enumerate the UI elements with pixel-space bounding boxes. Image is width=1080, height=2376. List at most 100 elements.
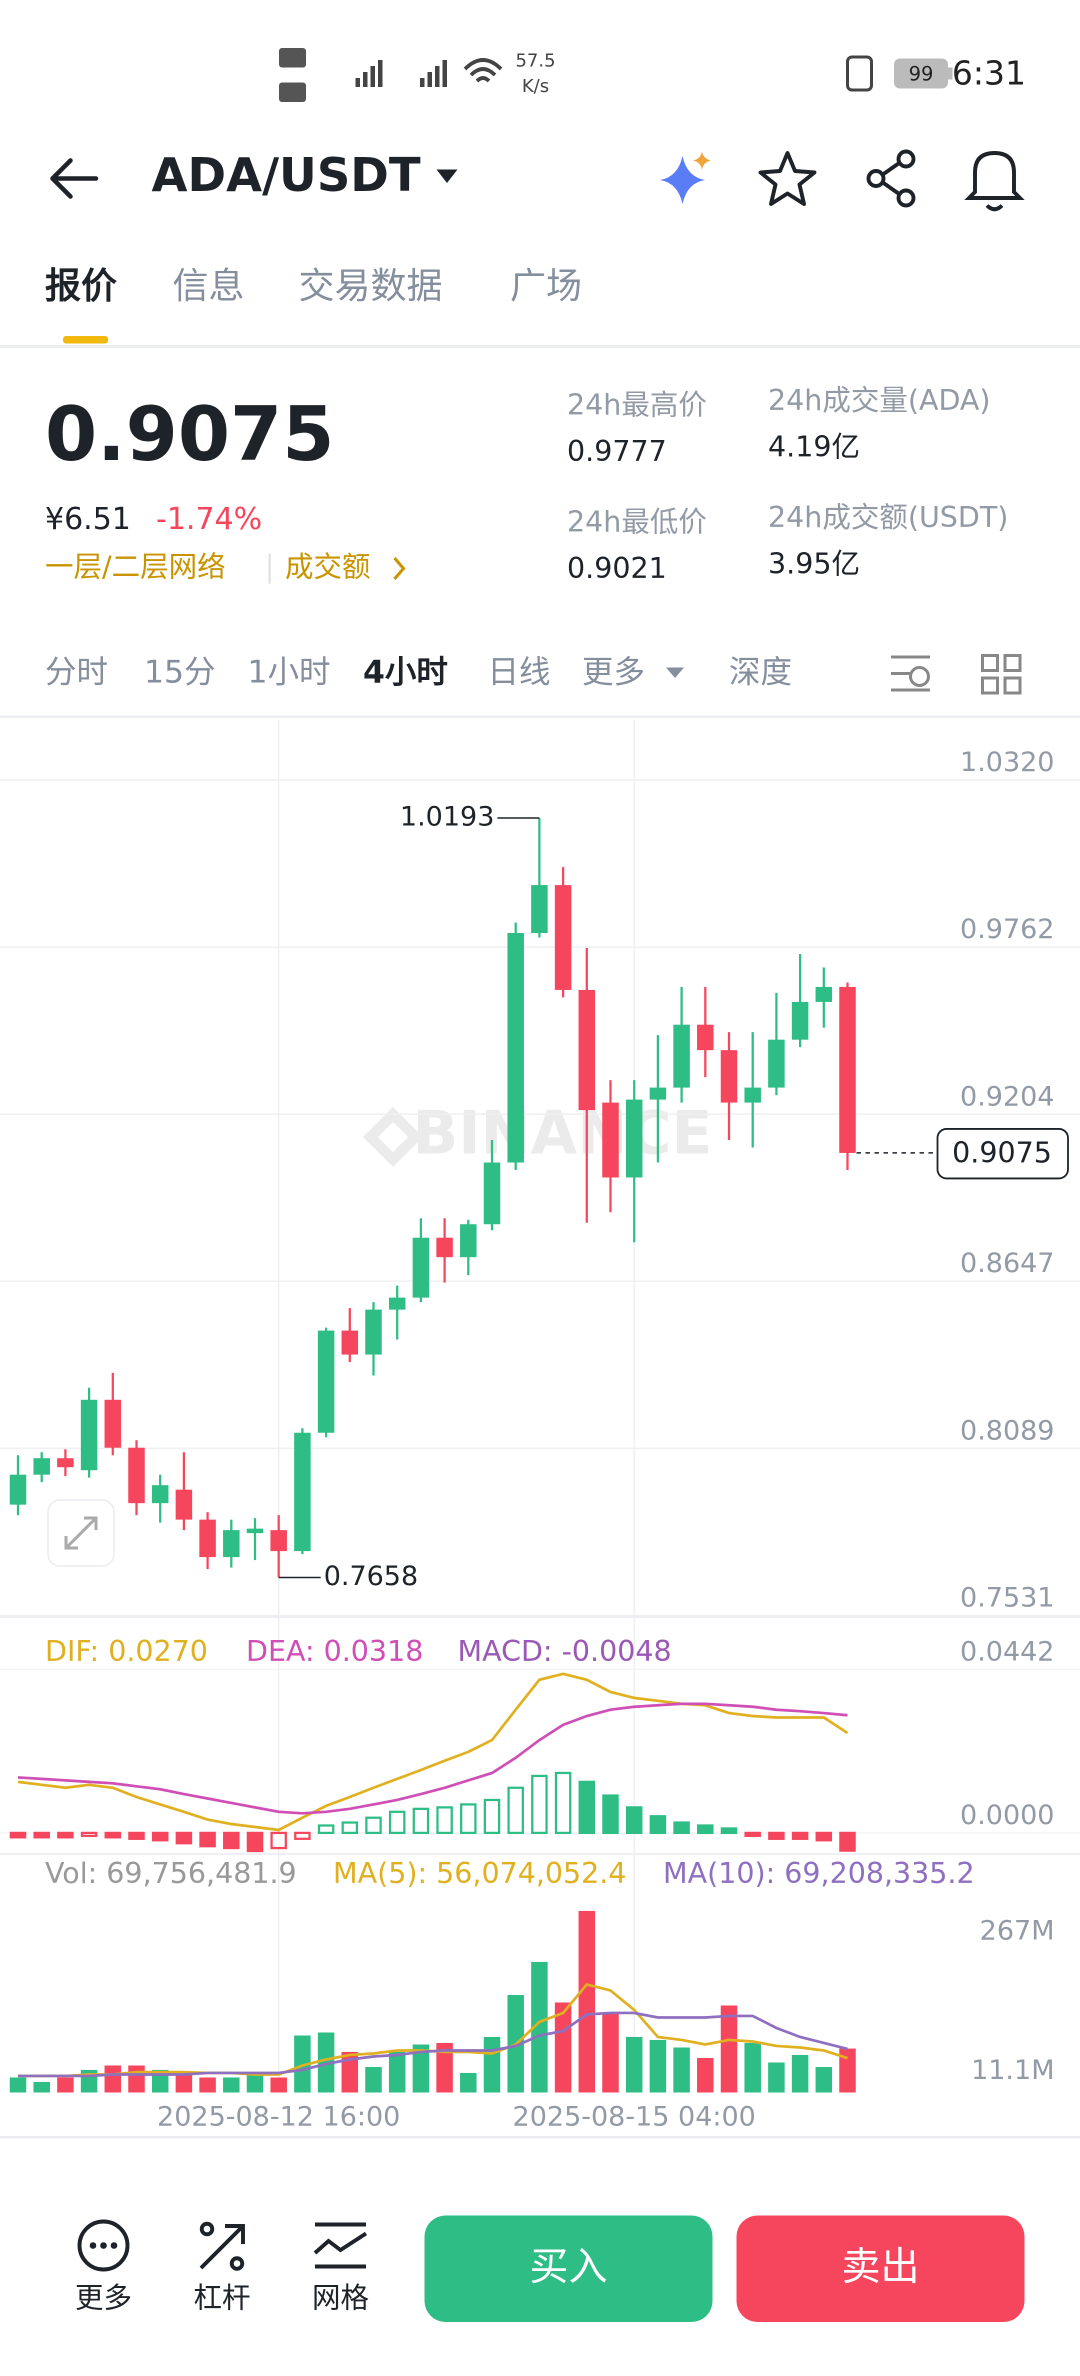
back-button[interactable] [50, 158, 99, 199]
macd-bar [554, 1771, 572, 1835]
margin-icon[interactable] [199, 2221, 245, 2271]
tag-chevron [393, 557, 406, 580]
candle-body [33, 1458, 50, 1475]
interval[interactable]: 4小时 [363, 655, 448, 691]
y-tick-label: 0.0442 [960, 1636, 1054, 1667]
indicator-settings[interactable] [891, 655, 930, 692]
pair-dropdown[interactable] [436, 169, 458, 184]
favorite-button[interactable] [758, 151, 817, 206]
volume-bar [673, 2047, 690, 2093]
grid-icon[interactable] [313, 2222, 368, 2269]
candle-body [507, 933, 524, 1163]
macd-bar [673, 1821, 690, 1835]
tab[interactable]: 报价 [45, 266, 117, 307]
indicator-line [17, 1702, 848, 1815]
macd-bar [531, 1774, 548, 1835]
volume-bar [839, 2048, 856, 2093]
buy-label[interactable]: 买入 [529, 2245, 607, 2290]
macd-bar [128, 1831, 145, 1840]
low-label: 0.7658 [324, 1561, 418, 1592]
interval[interactable]: 深度 [729, 655, 792, 691]
macd-bar [412, 1807, 430, 1835]
tab[interactable]: 广场 [510, 266, 582, 307]
volume-bar [294, 2035, 311, 2093]
alert-button[interactable] [964, 151, 1025, 212]
indicator-readout: Vol: 69,756,481.9 [45, 1857, 297, 1890]
layout-button[interactable] [981, 654, 1022, 695]
volume-bar [317, 2032, 335, 2093]
y-tick-label: 0.9204 [960, 1081, 1054, 1112]
pair-title[interactable]: ADA/USDT [152, 148, 421, 202]
volume-bar [554, 2002, 572, 2093]
tab[interactable]: 信息 [173, 266, 245, 307]
macd-bar [839, 1831, 856, 1852]
interval[interactable]: 1小时 [248, 655, 331, 691]
macd-bar [625, 1806, 643, 1835]
tool-label[interactable]: 网格 [312, 2282, 369, 2315]
interval[interactable]: 更多 [582, 655, 645, 691]
candle-body [151, 1485, 169, 1504]
stat-label: 24h成交额(USDT) [768, 501, 1008, 534]
macd-bar [104, 1831, 122, 1839]
tag[interactable]: 一层/二层网络 [45, 551, 226, 584]
watermark: BINANCE [413, 1099, 713, 1169]
macd-bar [460, 1803, 477, 1835]
sell-label[interactable]: 卖出 [841, 2245, 919, 2290]
macd-bar [388, 1810, 406, 1835]
tab[interactable]: 交易数据 [299, 266, 443, 307]
macd-bar [649, 1815, 667, 1835]
macd-bar [80, 1831, 98, 1837]
candle-body [460, 1224, 477, 1258]
divider [0, 2136, 1080, 2139]
chart-tools [891, 654, 1022, 695]
share-button[interactable] [866, 149, 916, 208]
candle-body [104, 1399, 122, 1448]
candle-body [80, 1399, 98, 1471]
macd-bar [720, 1827, 738, 1835]
macd-bar [9, 1831, 27, 1839]
volume-bar [128, 2065, 145, 2093]
sell-button[interactable] [736, 2215, 1025, 2323]
net-unit: K/s [522, 76, 549, 97]
candle-body [697, 1024, 714, 1051]
volume-bar [199, 2077, 216, 2093]
y-tick-label: 0.8089 [960, 1415, 1054, 1446]
candle-body [388, 1297, 406, 1310]
volume-bar [625, 2036, 643, 2093]
candle-body [554, 885, 572, 990]
indicator-readout: MA(5): 56,074,052.4 [333, 1857, 627, 1890]
candle-body [175, 1489, 193, 1520]
tool-label[interactable]: 更多 [75, 2282, 132, 2315]
candle-body [199, 1519, 216, 1558]
macd-bar [365, 1816, 382, 1835]
volume-bar [483, 2036, 501, 2093]
ma-line [18, 2011, 848, 2078]
macd-bar [791, 1831, 809, 1840]
interval[interactable]: 15分 [144, 655, 216, 691]
expand-icon [64, 1516, 98, 1550]
candle-body [744, 1087, 761, 1103]
volume-bar [697, 2057, 714, 2093]
indicator-readout: MA(10): 69,208,335.2 [663, 1857, 975, 1890]
high-label: 1.0193 [400, 801, 494, 832]
tool-label[interactable]: 杠杆 [193, 2282, 250, 2315]
more-icon[interactable] [77, 2219, 130, 2272]
candle-body [365, 1309, 382, 1355]
volume-bar [460, 2072, 477, 2093]
candle-body [673, 1024, 690, 1088]
tag-separator [268, 553, 271, 584]
ai-button[interactable] [660, 151, 711, 205]
volume-bar [223, 2077, 240, 2093]
buy-button[interactable] [424, 2215, 713, 2323]
macd-bar [294, 1831, 311, 1840]
candle-body [436, 1237, 453, 1258]
macd-bar [744, 1831, 761, 1837]
volume-bar [578, 1910, 596, 2093]
macd-bar [578, 1780, 596, 1835]
x-tick-label: 2025-08-12 16:00 [157, 2102, 400, 2133]
interval[interactable]: 分时 [45, 655, 108, 691]
tag[interactable]: 成交额 [285, 551, 371, 584]
interval[interactable]: 日线 [488, 655, 551, 691]
candle-body [57, 1458, 74, 1468]
